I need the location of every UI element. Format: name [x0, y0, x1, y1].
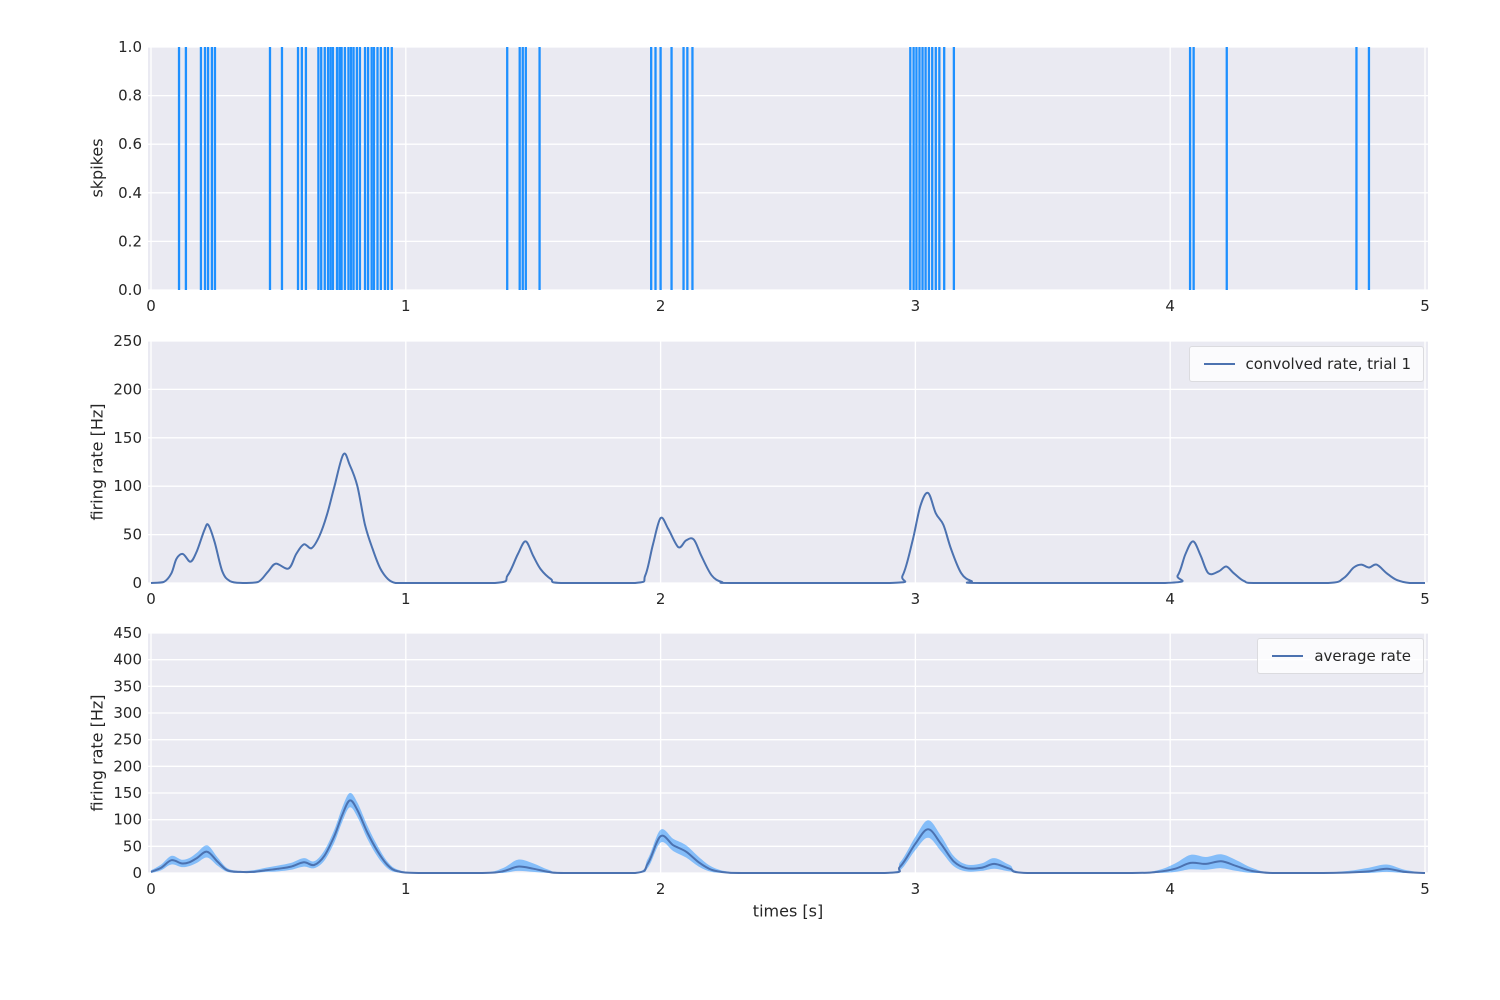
- y-tick-label: 150: [113, 784, 142, 802]
- legend-label: average rate: [1314, 647, 1411, 665]
- spike-raster-ylabel: skpikes: [87, 138, 107, 198]
- y-tick-label: 250: [113, 332, 142, 350]
- legend-average-rate: average rate: [1257, 638, 1424, 674]
- x-tick-label: 0: [146, 590, 156, 608]
- y-tick-label: 200: [113, 757, 142, 775]
- y-tick-label: 150: [113, 429, 142, 447]
- x-tick-label: 4: [1165, 880, 1175, 898]
- y-tick-label: 0: [132, 864, 142, 882]
- average-rate-ylabel: firing rate [Hz]: [87, 694, 107, 812]
- x-tick-label: 1: [401, 590, 411, 608]
- y-tick-label: 50: [123, 526, 142, 544]
- y-tick-label: 0.0: [118, 281, 142, 299]
- y-tick-label: 100: [113, 477, 142, 495]
- x-tick-label: 5: [1420, 880, 1430, 898]
- x-tick-label: 2: [656, 880, 666, 898]
- x-tick-label: 3: [911, 880, 921, 898]
- spike-lines: [177, 47, 1371, 290]
- y-tick-label: 0.8: [118, 87, 142, 105]
- x-tick-label: 1: [401, 297, 411, 315]
- y-tick-label: 50: [123, 837, 142, 855]
- x-tick-label: 5: [1420, 297, 1430, 315]
- x-tick-label: 0: [146, 297, 156, 315]
- convolved-rate-line: [150, 452, 1425, 585]
- x-tick-label: 3: [911, 590, 921, 608]
- x-tick-label: 4: [1165, 590, 1175, 608]
- x-tick-label: 2: [656, 297, 666, 315]
- legend-convolved-rate: convolved rate, trial 1: [1188, 346, 1424, 382]
- y-tick-label: 300: [113, 704, 142, 722]
- x-tick-label: 2: [656, 590, 666, 608]
- x-tick-label: 1: [401, 880, 411, 898]
- average-rate-line: [150, 799, 1426, 875]
- y-tick-label: 1.0: [118, 38, 142, 56]
- y-tick-label: 0.4: [118, 184, 142, 202]
- y-tick-label: 100: [113, 811, 142, 829]
- y-tick-label: 0.6: [118, 135, 142, 153]
- y-tick-label: 200: [113, 380, 142, 398]
- y-tick-label: 0.2: [118, 232, 142, 250]
- convolved-rate-ylabel: firing rate [Hz]: [87, 403, 107, 521]
- y-tick-label: 350: [113, 677, 142, 695]
- x-tick-label: 3: [911, 297, 921, 315]
- legend-line-sample: [1272, 655, 1304, 657]
- spike-raster-panel: 0 1 2 3 4 5 0.0 0.2 0.4 0.6 0.8 1.0: [118, 38, 1430, 315]
- x-tick-label: 0: [146, 880, 156, 898]
- legend-label: convolved rate, trial 1: [1245, 355, 1411, 373]
- time-axis-label: times [s]: [752, 901, 824, 921]
- x-tick-label: 4: [1165, 297, 1175, 315]
- y-tick-label: 0: [132, 574, 142, 592]
- legend-line-sample: [1203, 363, 1235, 365]
- y-tick-label: 450: [113, 624, 142, 642]
- y-tick-label: 400: [113, 651, 142, 669]
- x-tick-label: 5: [1420, 590, 1430, 608]
- y-tick-label: 250: [113, 731, 142, 749]
